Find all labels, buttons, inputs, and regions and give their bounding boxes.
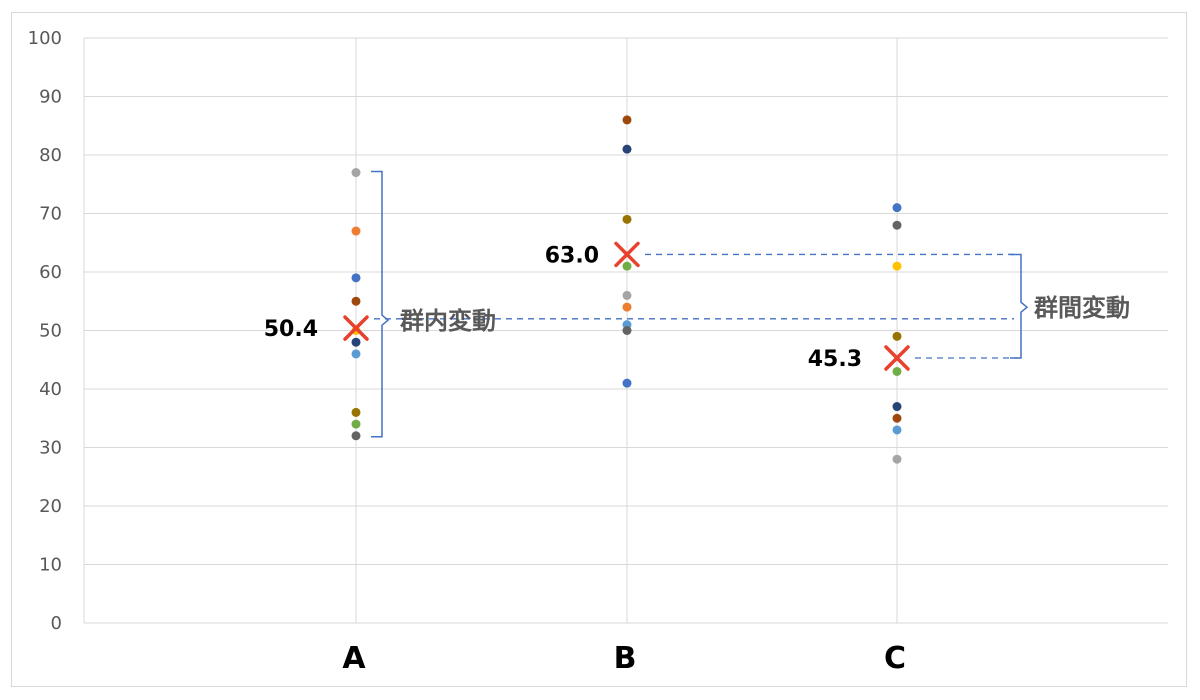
- data-point: [622, 290, 632, 300]
- within-group-bracket: [371, 170, 390, 438]
- data-point: [351, 226, 361, 236]
- mean-label-a: 50.4: [264, 317, 318, 342]
- data-point: [622, 326, 632, 335]
- data-point: [351, 419, 361, 429]
- data-point: [892, 203, 902, 213]
- y-tick-label: 50: [39, 321, 62, 342]
- data-point: [892, 220, 902, 230]
- x-tick-label: A: [342, 641, 366, 676]
- y-tick-label: 20: [39, 496, 62, 517]
- y-tick-label: 60: [39, 262, 62, 283]
- data-point: [351, 296, 361, 306]
- y-tick-label: 70: [39, 204, 62, 225]
- y-tick-label: 10: [39, 555, 62, 576]
- within-group-label: 群内変動: [400, 307, 496, 335]
- data-point: [622, 214, 632, 224]
- chart-frame: [11, 12, 1187, 687]
- between-group-bracket: [1010, 253, 1029, 359]
- y-tick-label: 40: [39, 379, 62, 400]
- data-point: [892, 366, 902, 376]
- mean-marker-a: [343, 315, 369, 341]
- x-tick-label: C: [884, 641, 906, 676]
- x-tick-label: B: [614, 641, 637, 676]
- y-tick-label: 30: [39, 438, 62, 459]
- y-tick-label: 90: [39, 87, 62, 108]
- data-point: [892, 261, 902, 271]
- between-group-label: 群間変動: [1034, 294, 1130, 322]
- data-point: [351, 168, 361, 178]
- mean-label-b: 63.0: [545, 243, 599, 268]
- data-point: [892, 425, 902, 435]
- data-point: [622, 115, 632, 125]
- data-point: [892, 402, 902, 412]
- data-point: [351, 407, 361, 417]
- data-point: [351, 431, 361, 441]
- data-point: [622, 378, 632, 388]
- data-point: [351, 273, 361, 283]
- data-point: [351, 337, 361, 347]
- y-tick-label: 100: [28, 28, 62, 49]
- mean-marker-c: [884, 345, 910, 371]
- mean-label-c: 45.3: [808, 347, 862, 372]
- data-point: [351, 349, 361, 359]
- y-tick-label: 0: [51, 613, 62, 634]
- mean-marker-b: [614, 241, 640, 268]
- data-point: [622, 302, 632, 312]
- data-point: [622, 144, 632, 154]
- y-tick-label: 80: [39, 145, 62, 166]
- data-point: [892, 413, 902, 423]
- data-point: [622, 261, 632, 271]
- data-point: [892, 331, 902, 341]
- data-point: [892, 454, 902, 464]
